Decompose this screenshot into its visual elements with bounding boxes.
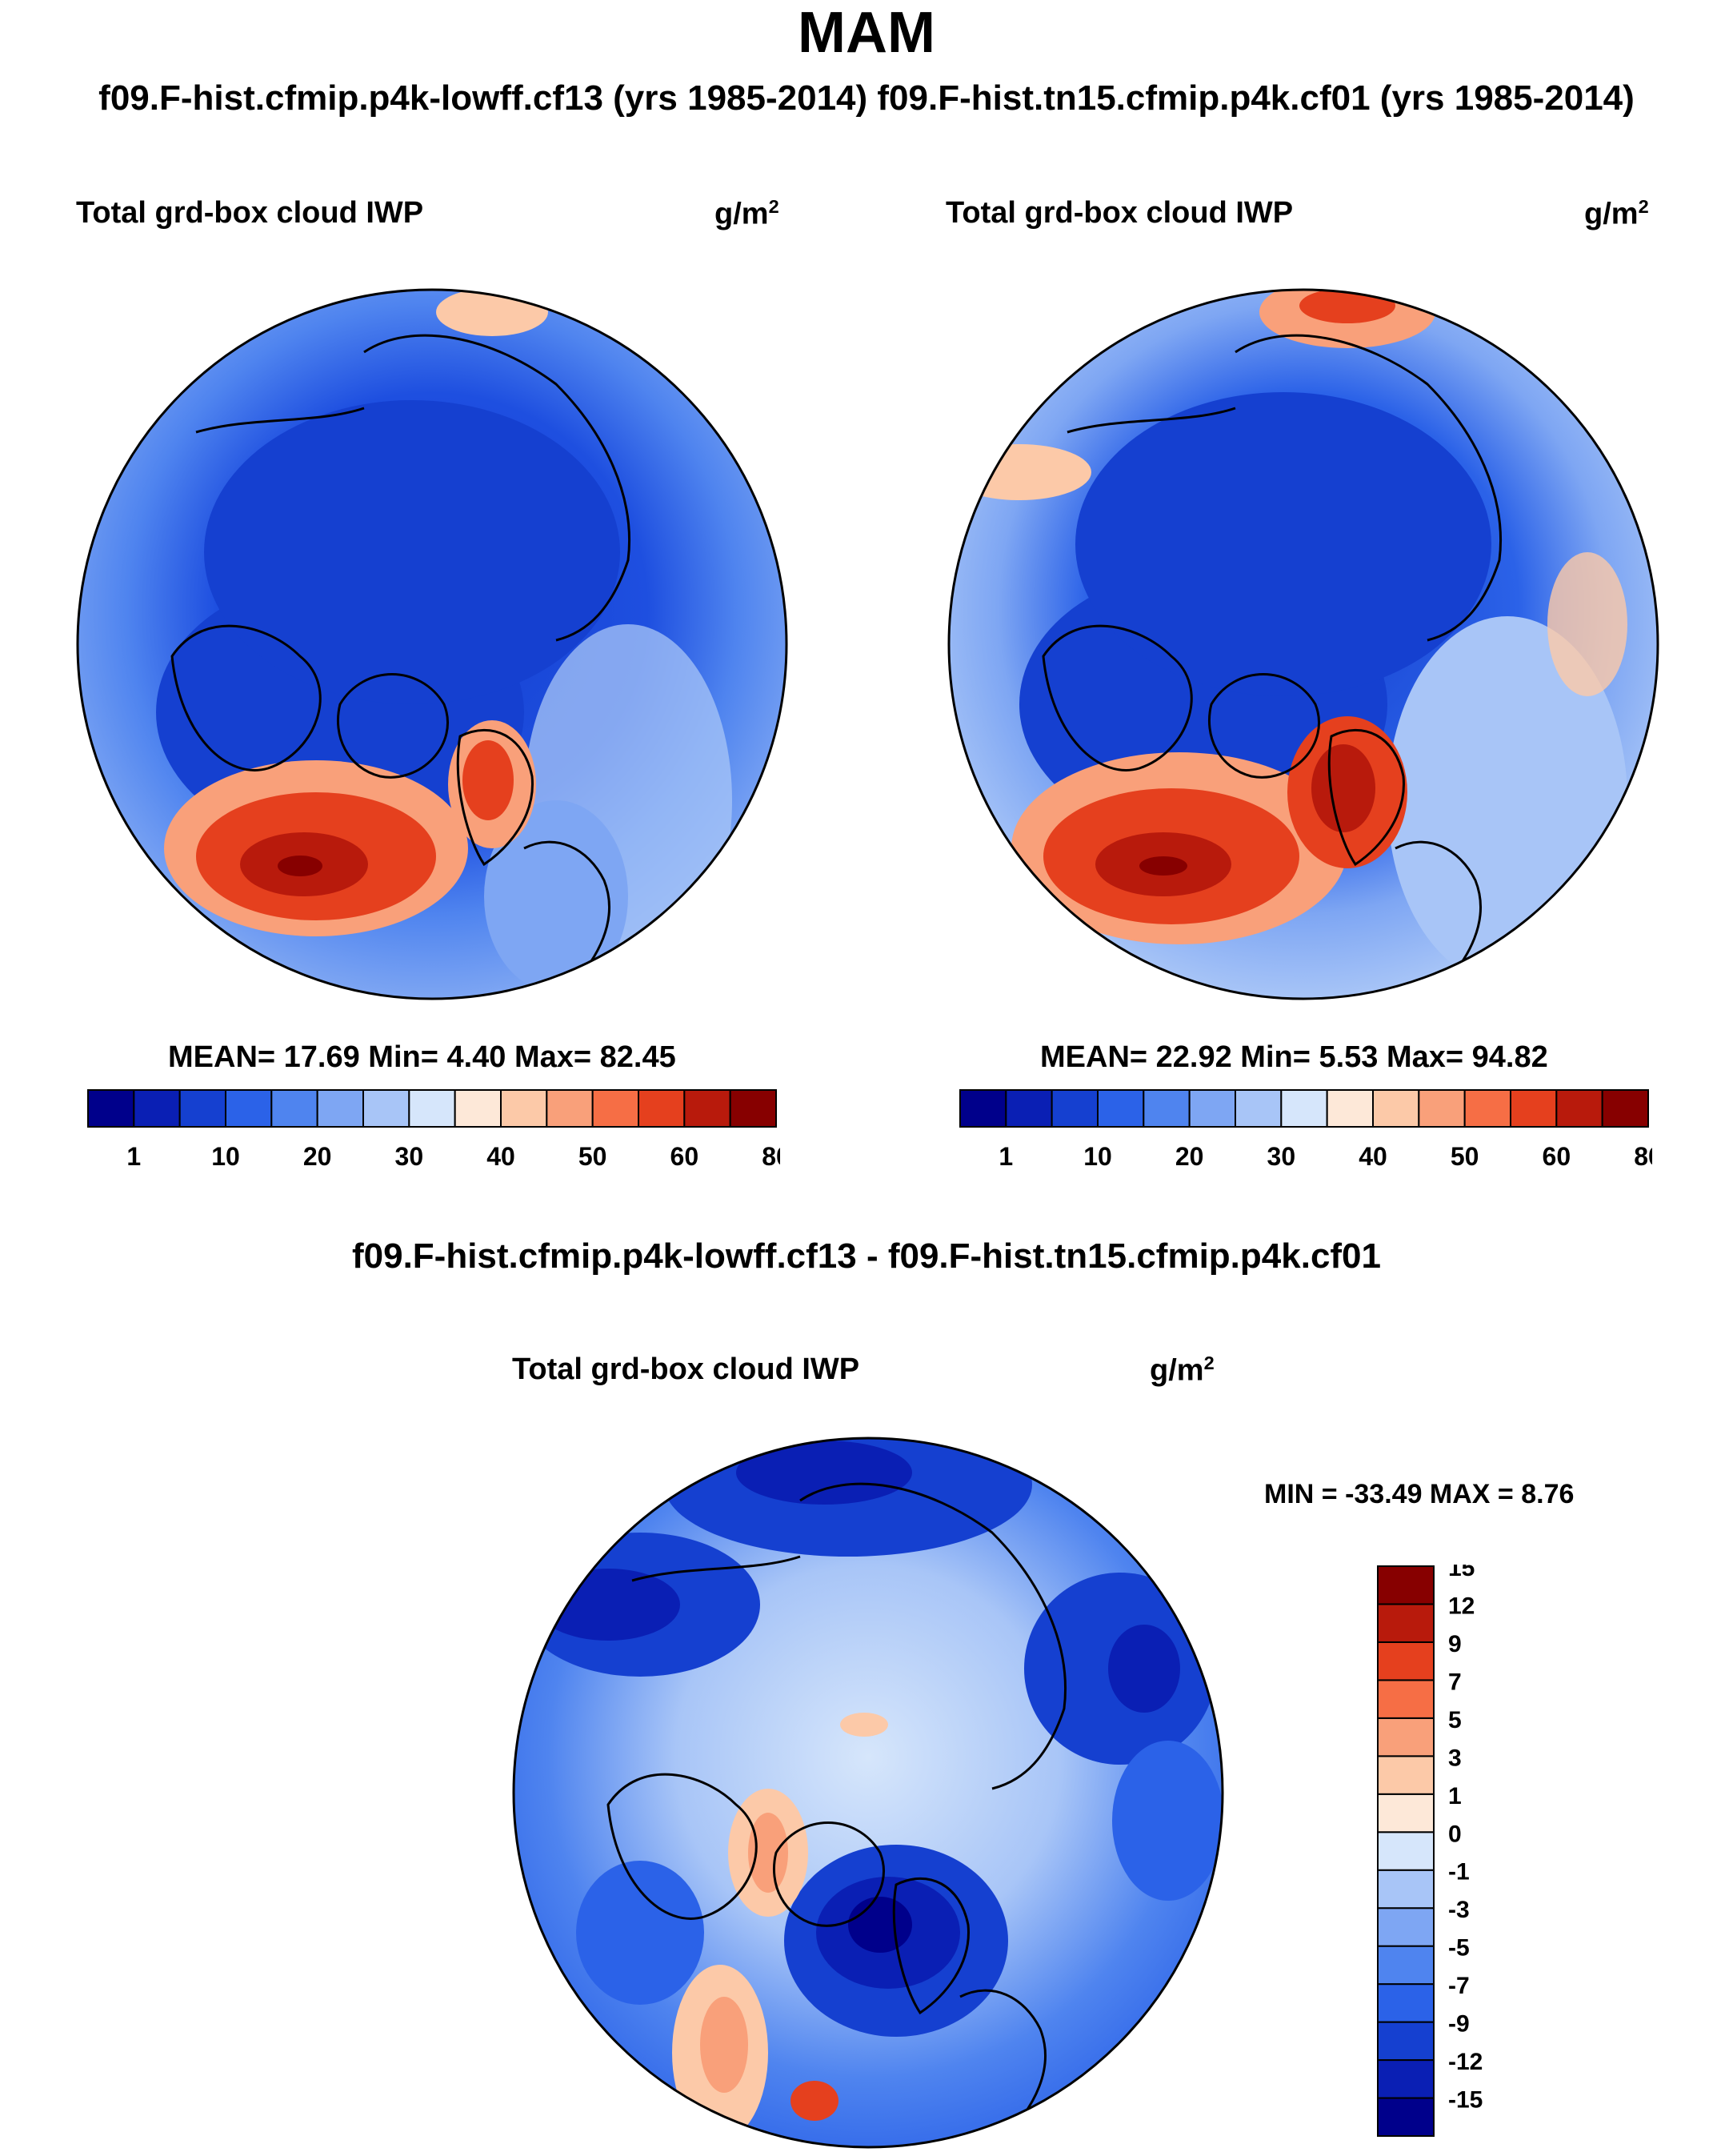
diff-colorbar: -15 -12 -9 -7 -5 -3 -1 0 1 3 5 7 9 12 15 xyxy=(1377,1565,1483,2137)
diff-colorbar-swatch xyxy=(1377,1565,1435,1605)
season-title: MAM xyxy=(798,1,935,65)
difference-map xyxy=(512,1437,1224,2149)
panel2-colorbar-swatch xyxy=(1005,1089,1053,1128)
panel2-colorbar-swatch xyxy=(1051,1089,1099,1128)
panel2-colorbar-tick-label: 1 xyxy=(999,1142,1013,1171)
panel2-colorbar-swatch xyxy=(1555,1089,1603,1128)
diff-colorbar-swatch xyxy=(1377,2097,1435,2137)
panel2-colorbar-tick-label: 80 xyxy=(1634,1142,1652,1171)
panel1-colorbar-swatch xyxy=(133,1089,181,1128)
panel2-colorbar-swatch xyxy=(1326,1089,1374,1128)
diff-colorbar-label: 12 xyxy=(1448,1593,1475,1619)
panel2-colorbar-swatch xyxy=(1097,1089,1145,1128)
panel1-colorbar-swatch xyxy=(454,1089,502,1128)
diff-colorbar-label: 0 xyxy=(1448,1821,1462,1847)
panel1-colorbar-tick-label: 50 xyxy=(578,1142,607,1171)
panel1-colorbar-swatch xyxy=(362,1089,410,1128)
panel2-variable-label: Total grd-box cloud IWP xyxy=(946,196,1294,230)
panel2-units-label: g/m2 xyxy=(1584,196,1649,231)
panel1-colorbar-swatch xyxy=(638,1089,686,1128)
diff-colorbar-swatch xyxy=(1377,2059,1435,2099)
diff-colorbar-swatch xyxy=(1377,1907,1435,1947)
diff-colorbar-label: 3 xyxy=(1448,1745,1462,1771)
panel1-colorbar-swatch xyxy=(178,1089,226,1128)
diff-colorbar-label: 9 xyxy=(1448,1631,1462,1657)
panel2-colorbar-tick-label: 50 xyxy=(1451,1142,1479,1171)
diff-colorbar-swatch xyxy=(1377,1831,1435,1871)
diff-colorbar-label: -7 xyxy=(1448,1973,1470,1999)
panel2-colorbar-swatch xyxy=(1510,1089,1558,1128)
panel1-colorbar-tick-label: 30 xyxy=(395,1142,424,1171)
diff-colorbar-swatch xyxy=(1377,1679,1435,1719)
diff-colorbar-swatch xyxy=(1377,1641,1435,1681)
diff-colorbar-label: -1 xyxy=(1448,1859,1470,1885)
diff-colorbar-label: 7 xyxy=(1448,1669,1462,1695)
diff-colorbar-swatch xyxy=(1377,1755,1435,1795)
panel1-colorbar-swatch xyxy=(546,1089,594,1128)
diff-colorbar-label: -9 xyxy=(1448,2011,1470,2038)
panel2-colorbar-tick-label: 40 xyxy=(1359,1142,1387,1171)
diff-colorbar-swatch xyxy=(1377,1983,1435,2023)
panel1-map xyxy=(76,288,788,1000)
panel1-variable-label: Total grd-box cloud IWP xyxy=(76,196,424,230)
panel1-colorbar-tick-label: 10 xyxy=(211,1142,240,1171)
panel1-colorbar-tick-label: 20 xyxy=(303,1142,332,1171)
diff-colorbar-swatch xyxy=(1377,1945,1435,1986)
diff-colorbar-label: -3 xyxy=(1448,1897,1470,1923)
panel1-colorbar-swatch xyxy=(270,1089,318,1128)
panel2-colorbar-swatch xyxy=(1280,1089,1328,1128)
run-comparison-title: f09.F-hist.cfmip.p4k-lowff.cf13 (yrs 198… xyxy=(98,78,1635,118)
diff-variable-label: Total grd-box cloud IWP xyxy=(512,1353,860,1386)
panel2-colorbar-swatch xyxy=(1235,1089,1283,1128)
panel2-colorbar-swatch xyxy=(1418,1089,1466,1128)
panel2-colorbar-tick-label: 10 xyxy=(1083,1142,1112,1171)
panel1-colorbar-tick-label: 40 xyxy=(486,1142,515,1171)
panel2-colorbar-tick-label: 60 xyxy=(1543,1142,1571,1171)
panel1-colorbar-swatch xyxy=(87,1089,135,1128)
panel1-units-label: g/m2 xyxy=(714,196,779,231)
diff-colorbar-swatch xyxy=(1377,1869,1435,1910)
diff-colorbar-label: -5 xyxy=(1448,1935,1470,1962)
panel1-colorbar-swatch xyxy=(591,1089,640,1128)
diff-colorbar-label: 1 xyxy=(1448,1783,1462,1809)
panel1-colorbar-tick-label: 80 xyxy=(762,1142,780,1171)
difference-title: f09.F-hist.cfmip.p4k-lowff.cf13 - f09.F-… xyxy=(351,1236,1382,1276)
panel2-map xyxy=(947,288,1659,1000)
panel1-colorbar-tick-label: 1 xyxy=(126,1142,141,1171)
panel2-stats: MEAN= 22.92 Min= 5.53 Max= 94.82 xyxy=(1040,1040,1548,1074)
diff-colorbar-swatch xyxy=(1377,1793,1435,1833)
panel1-colorbar-swatch xyxy=(408,1089,456,1128)
diff-colorbar-label: 15 xyxy=(1448,1565,1475,1581)
diff-colorbar-swatch xyxy=(1377,1717,1435,1757)
diff-colorbar-label: -15 xyxy=(1448,2087,1483,2114)
diff-colorbar-swatch xyxy=(1377,1603,1435,1643)
panel2-colorbar-tick-label: 20 xyxy=(1175,1142,1204,1171)
panel1-colorbar-swatch xyxy=(683,1089,731,1128)
panel2-colorbar: 1 10 20 30 40 50 60 80 xyxy=(959,1089,1652,1171)
panel2-colorbar-swatch xyxy=(1188,1089,1236,1128)
panel2-colorbar-swatch xyxy=(959,1089,1007,1128)
panel2-colorbar-swatch xyxy=(1463,1089,1512,1128)
diff-colorbar-label: 5 xyxy=(1448,1707,1462,1733)
diff-colorbar-label: -12 xyxy=(1448,2049,1483,2075)
diff-min-max: MIN = -33.49 MAX = 8.76 xyxy=(1264,1479,1575,1509)
panel1-colorbar-swatch xyxy=(316,1089,364,1128)
panel2-colorbar-swatch xyxy=(1372,1089,1420,1128)
panel1-colorbar: 1 10 20 30 40 50 60 80 xyxy=(87,1089,780,1171)
panel2-colorbar-swatch xyxy=(1601,1089,1650,1128)
panel2-colorbar-tick-label: 30 xyxy=(1267,1142,1296,1171)
panel1-stats: MEAN= 17.69 Min= 4.40 Max= 82.45 xyxy=(168,1040,676,1074)
panel1-colorbar-swatch xyxy=(729,1089,778,1128)
panel1-colorbar-swatch xyxy=(500,1089,548,1128)
diff-units-label: g/m2 xyxy=(1150,1353,1215,1388)
panel1-colorbar-swatch xyxy=(225,1089,273,1128)
panel2-colorbar-swatch xyxy=(1143,1089,1191,1128)
panel1-colorbar-tick-label: 60 xyxy=(670,1142,699,1171)
diff-colorbar-swatch xyxy=(1377,2021,1435,2062)
